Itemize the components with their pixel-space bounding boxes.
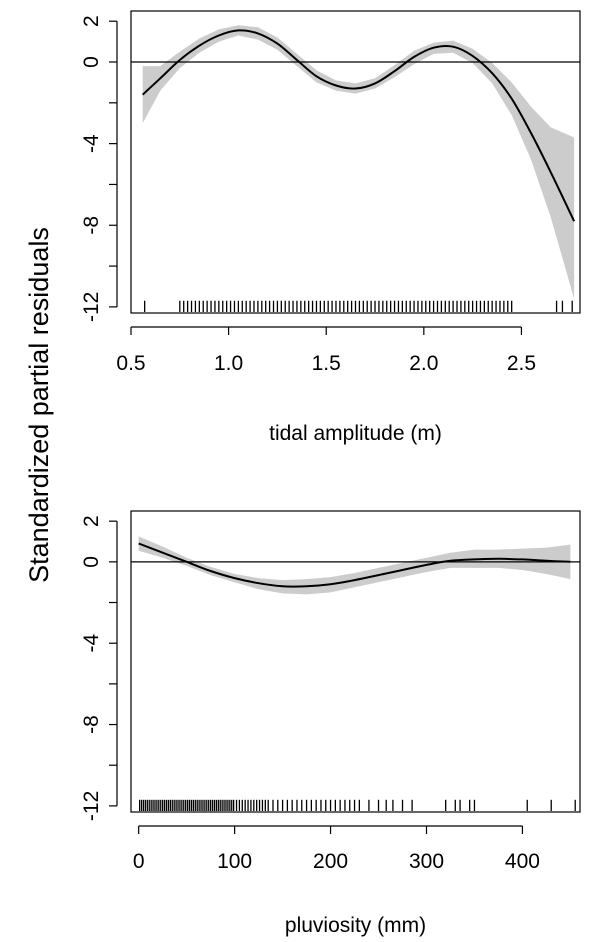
y-tick-label: 2 xyxy=(80,515,103,527)
x-tick-label: 400 xyxy=(505,850,540,873)
y-tick-label: -12 xyxy=(80,292,103,322)
y-tick-label: -4 xyxy=(80,134,103,153)
x-tick-label: 100 xyxy=(217,850,252,873)
x-tick-label: 300 xyxy=(409,850,444,873)
x-tick-label: 200 xyxy=(313,850,348,873)
y-tick-label: 0 xyxy=(80,556,103,568)
confidence-band xyxy=(142,25,575,299)
x-tick-label: 1.0 xyxy=(214,352,243,375)
y-tick-label: -12 xyxy=(80,791,103,821)
x-tick-label: 0.5 xyxy=(116,352,145,375)
plot-frame xyxy=(130,510,581,813)
y-tick-label: -8 xyxy=(80,715,103,734)
x-tick-label: 0 xyxy=(133,850,145,873)
y-tick-label: -8 xyxy=(80,216,103,235)
plot-frame xyxy=(130,10,581,314)
tidal-amplitude-panel: 2 0 -4 -8 -12 0.5 1.0 1.5 2.0 2.5 tidal amplitude … xyxy=(80,10,581,445)
pluviosity-panel: 2 0 -4 -8 -12 0 100 200 300 400 pluviosity (mm) xyxy=(80,510,581,937)
shared-y-axis-label: Standardized partial residuals xyxy=(24,227,54,583)
x-axis-label: pluviosity (mm) xyxy=(285,914,426,937)
y-tick-label: -4 xyxy=(80,634,103,653)
y-tick-label: 0 xyxy=(80,56,103,68)
x-axis-label: tidal amplitude (m) xyxy=(269,422,442,445)
x-tick-label: 2.0 xyxy=(409,352,438,375)
x-tick-label: 2.5 xyxy=(507,352,536,375)
fitted-curve xyxy=(142,29,576,222)
confidence-band xyxy=(138,536,571,595)
fitted-curve xyxy=(138,542,571,588)
y-tick-label: 2 xyxy=(80,15,103,27)
x-tick-label: 1.5 xyxy=(312,352,341,375)
